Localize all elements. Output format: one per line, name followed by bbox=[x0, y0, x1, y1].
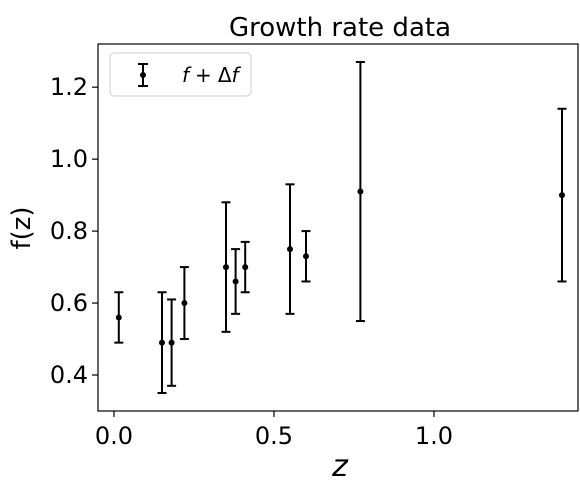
data-point bbox=[157, 291, 167, 395]
y-tick-label: 0.8 bbox=[50, 217, 88, 245]
data-point bbox=[231, 248, 241, 315]
x-tick-label: 0.0 bbox=[95, 422, 133, 450]
legend-marker-icon bbox=[138, 63, 148, 87]
y-axis: 0.4 0.6 0.8 1.0 1.2 bbox=[50, 73, 98, 389]
data-point bbox=[179, 266, 189, 341]
x-tick-label: 1.0 bbox=[415, 422, 453, 450]
data-marker bbox=[223, 264, 229, 271]
data-marker bbox=[181, 300, 188, 307]
data-marker bbox=[287, 246, 293, 253]
data-marker bbox=[168, 339, 175, 346]
y-tick-label: 1.2 bbox=[50, 73, 88, 101]
data-point bbox=[557, 107, 567, 283]
legend: f + Δf bbox=[109, 52, 252, 97]
data-point bbox=[167, 298, 177, 387]
x-axis: 0.0 0.5 1.0 bbox=[95, 411, 453, 450]
chart-title: Growth rate data bbox=[229, 13, 451, 43]
y-tick-label: 0.6 bbox=[50, 289, 88, 317]
x-axis-label: z bbox=[331, 449, 349, 480]
legend-label: f + Δf bbox=[182, 63, 242, 87]
x-tick-label: 0.5 bbox=[255, 422, 293, 450]
data-marker bbox=[232, 278, 239, 285]
data-point bbox=[114, 291, 124, 344]
data-marker bbox=[357, 188, 364, 195]
data-series bbox=[114, 60, 567, 395]
data-point bbox=[285, 183, 295, 315]
data-marker bbox=[559, 192, 565, 199]
data-marker bbox=[303, 253, 309, 260]
y-tick-label: 1.0 bbox=[50, 145, 88, 173]
data-marker bbox=[242, 264, 249, 271]
plot-frame bbox=[97, 43, 579, 412]
data-marker bbox=[159, 339, 165, 346]
y-axis-label: f(z) bbox=[7, 206, 37, 249]
data-marker bbox=[115, 314, 122, 321]
data-point bbox=[240, 240, 250, 294]
data-point bbox=[355, 60, 365, 323]
data-point bbox=[221, 201, 231, 333]
data-point bbox=[301, 230, 311, 283]
y-tick-label: 0.4 bbox=[50, 361, 88, 389]
